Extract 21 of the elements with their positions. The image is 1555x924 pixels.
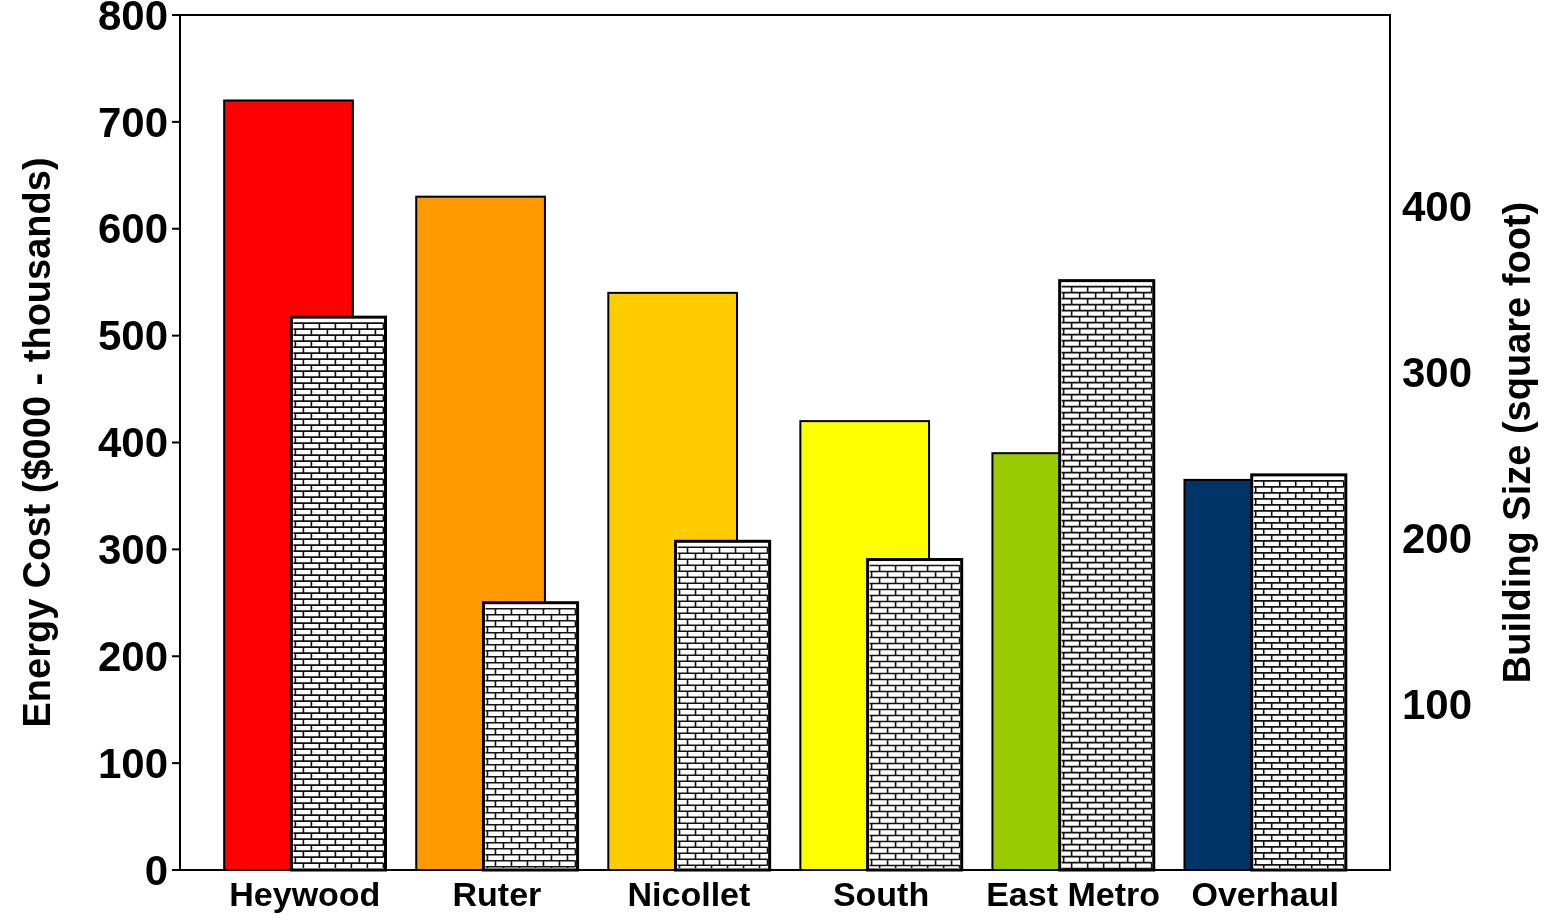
y-tick-label: 200	[97, 632, 168, 680]
x-tick-label: South	[832, 875, 930, 913]
x-tick-label: Ruter	[452, 875, 542, 913]
x-tick-label: Nicollet	[627, 875, 751, 913]
y-tick-label: 700	[97, 98, 168, 146]
y2-tick-label: 100	[1402, 680, 1473, 728]
y2-tick-label: 300	[1402, 348, 1473, 396]
x-tick-label: Overhaul	[1191, 875, 1339, 913]
y-tick-label: 0	[144, 846, 168, 894]
x-tick-label: East Metro	[986, 875, 1161, 913]
y-tick-label: 400	[97, 419, 168, 467]
x-tick-label: Heywood	[229, 875, 381, 913]
y-tick-label: 600	[97, 205, 168, 253]
y-tick-label: 300	[97, 526, 168, 574]
y-tick-label: 100	[97, 739, 168, 787]
y-tick-label: 800	[97, 0, 168, 39]
y2-axis-title: Building Size (square foot)	[1496, 201, 1538, 684]
y-tick-label: 500	[97, 312, 168, 360]
y2-tick-label: 400	[1402, 182, 1473, 230]
y2-tick-label: 200	[1402, 514, 1473, 562]
y-axis-title: Energy Cost ($000 - thousands)	[16, 157, 58, 728]
